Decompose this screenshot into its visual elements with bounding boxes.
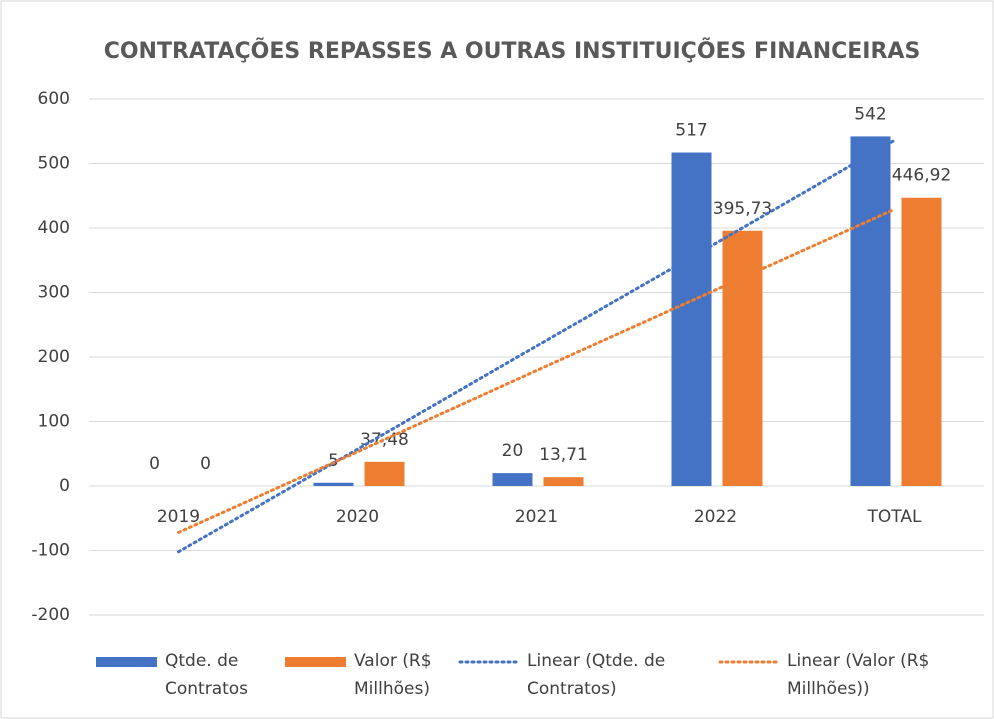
- chart-title: CONTRATAÇÕES REPASSES A OUTRAS INSTITUIÇ…: [104, 38, 921, 64]
- legend-label: Linear (Valor (R$ Millhões)): [787, 651, 930, 699]
- data-label: 517: [675, 121, 707, 141]
- legend-swatch: [96, 657, 157, 667]
- bar: [543, 477, 584, 486]
- legend-item: Linear (Qtde. de Contratos): [527, 651, 666, 699]
- legend-item: Linear (Valor (R$ Millhões)): [787, 651, 930, 699]
- bar: [492, 473, 533, 486]
- x-tick-label: 2022: [694, 507, 737, 527]
- x-tick-label: 2019: [157, 507, 200, 527]
- bar: [671, 152, 712, 486]
- data-label: 13,71: [539, 445, 588, 465]
- x-tick-label: 2021: [515, 507, 558, 527]
- legend-swatch: [285, 657, 346, 667]
- legend-item: Qtde. de Contratos: [165, 651, 249, 699]
- data-label: 542: [854, 104, 886, 124]
- legend-label: Valor (R$ Millhões): [354, 651, 432, 699]
- legend-label: Qtde. de Contratos: [165, 651, 249, 699]
- data-label: 20: [502, 441, 524, 461]
- bar: [313, 482, 354, 486]
- trendline: [177, 138, 896, 554]
- data-label: 395,73: [713, 199, 772, 219]
- y-tick-label: 100: [38, 412, 70, 432]
- y-tick-label: -100: [31, 541, 70, 561]
- data-label: 446,92: [892, 166, 951, 186]
- bar: [722, 230, 763, 486]
- bar: [850, 136, 891, 486]
- x-tick-label: 2020: [336, 507, 379, 527]
- y-tick-label: -200: [31, 605, 70, 625]
- y-tick-label: 400: [38, 218, 70, 238]
- data-label: 0: [200, 454, 211, 474]
- data-label: 37,48: [360, 430, 409, 450]
- bar: [364, 461, 405, 486]
- bar: [901, 197, 942, 486]
- y-tick-label: 300: [38, 283, 70, 303]
- data-label: 0: [149, 454, 160, 474]
- y-tick-label: 600: [38, 89, 70, 109]
- x-tick-label: TOTAL: [867, 507, 922, 527]
- y-tick-label: 200: [38, 347, 70, 367]
- trendline: [177, 207, 896, 534]
- legend-item: Valor (R$ Millhões): [354, 651, 432, 699]
- y-tick-label: 0: [59, 476, 70, 496]
- data-label: 5: [328, 451, 339, 471]
- legend-label: Linear (Qtde. de Contratos): [527, 651, 666, 699]
- y-tick-label: 500: [38, 154, 70, 174]
